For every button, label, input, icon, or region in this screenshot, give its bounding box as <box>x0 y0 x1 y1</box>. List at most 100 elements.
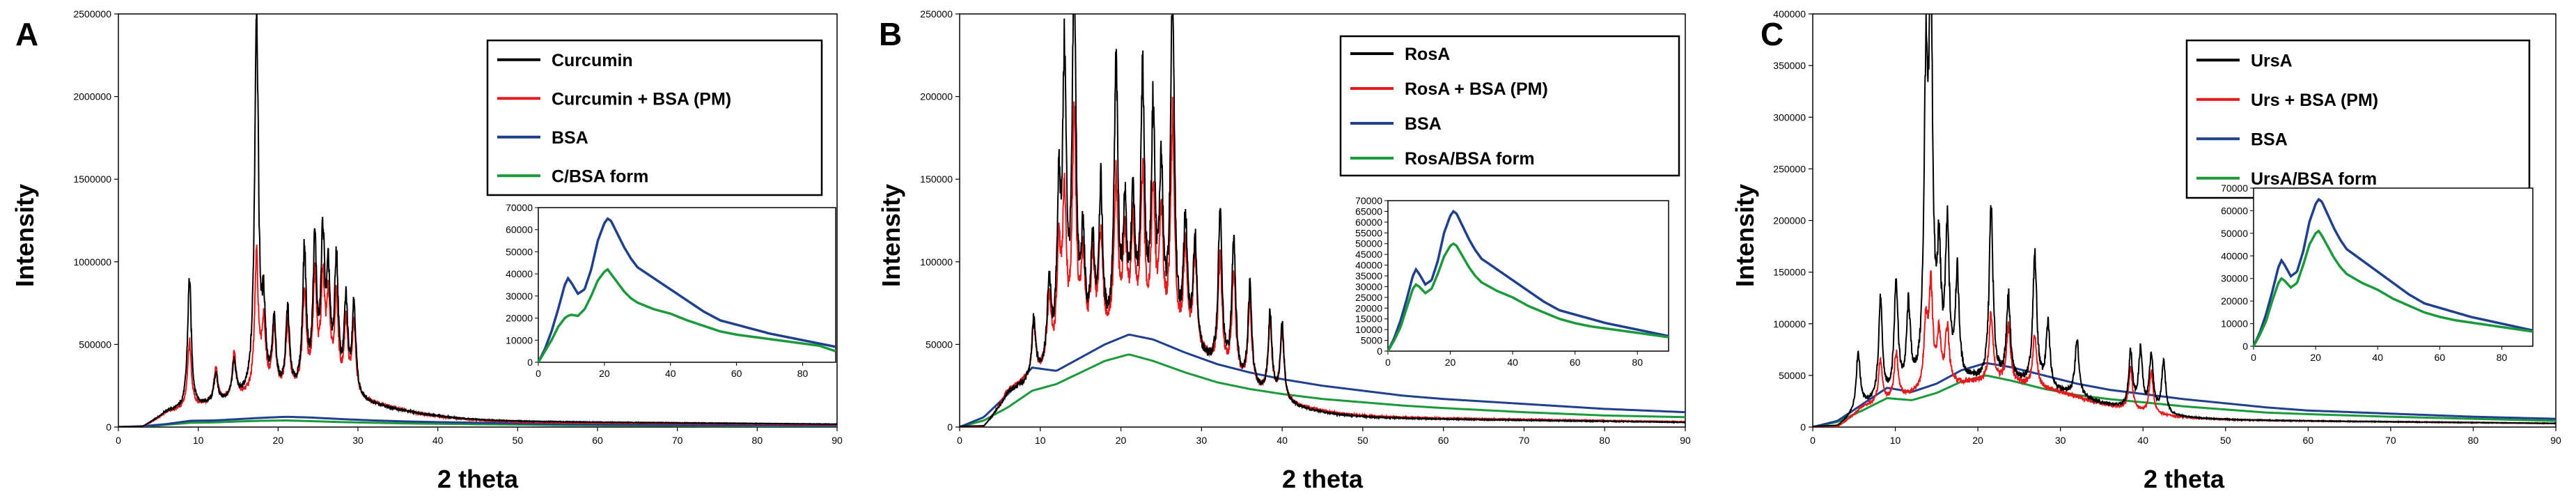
inset-y-tick-label: 50000 <box>1355 238 1382 249</box>
x-tick-label: 30 <box>1196 435 1208 446</box>
x-tick-label: 30 <box>352 435 364 446</box>
inset-y-tick-label: 15000 <box>1355 314 1382 325</box>
y-tick-label: 1000000 <box>73 256 111 268</box>
inset-series-line-bsa <box>1387 210 1669 352</box>
panel-letter: C <box>1761 16 1783 52</box>
y-axis-title: Intensity <box>10 184 39 287</box>
inset-y-tick-label: 60000 <box>506 224 533 235</box>
y-tick-label: 250000 <box>1773 163 1806 174</box>
inset-series-line-rosa-bsa-form <box>1387 242 1669 352</box>
y-tick-label: 150000 <box>1773 267 1806 278</box>
inset-x-tick-label: 20 <box>1445 357 1456 368</box>
inset-y-tick-label: 10000 <box>506 334 533 346</box>
inset-y-tick-label: 55000 <box>1355 227 1382 238</box>
inset-y-tick-label: 0 <box>1377 346 1382 357</box>
x-tick-label: 90 <box>832 435 843 446</box>
x-tick-label: 10 <box>1890 435 1901 446</box>
inset-y-tick-label: 35000 <box>1355 270 1382 281</box>
x-tick-label: 70 <box>672 435 683 446</box>
inset-y-tick-label: 40000 <box>506 268 533 279</box>
inset-x-tick-label: 40 <box>2372 352 2383 363</box>
x-tick-label: 40 <box>2137 435 2148 446</box>
y-tick-label: 0 <box>1800 421 1806 433</box>
legend-box <box>486 39 823 196</box>
series-line-rosa <box>960 14 1685 427</box>
inset-x-tick-label: 80 <box>1632 357 1643 368</box>
inset-x-tick-label: 80 <box>2497 352 2508 363</box>
y-tick-label: 200000 <box>920 91 953 102</box>
y-tick-label: 400000 <box>1773 8 1806 20</box>
x-tick-label: 70 <box>2385 435 2396 446</box>
inset-chart: 0 10000 20000 30000 40000 50000 60000 70000 0 20 4… <box>506 202 836 379</box>
y-tick-label: 300000 <box>1773 111 1806 123</box>
y-tick-label: 150000 <box>920 173 953 185</box>
inset-x-tick-label: 0 <box>1385 357 1391 368</box>
series-line-bsa <box>118 415 837 427</box>
panel-letter: B <box>879 16 902 52</box>
inset-x-tick-label: 80 <box>797 368 809 379</box>
x-tick-label: 30 <box>2055 435 2066 446</box>
inset-x-tick-label: 60 <box>1570 357 1581 368</box>
x-tick-label: 0 <box>957 435 962 446</box>
legend-box <box>2185 39 2531 199</box>
inset-y-tick-label: 65000 <box>1355 206 1382 217</box>
inset-x-tick-label: 0 <box>536 368 541 379</box>
x-tick-label: 40 <box>1277 435 1288 446</box>
series-line-ursa-bsa-form <box>1813 374 2556 427</box>
y-tick-label: 0 <box>106 421 111 433</box>
legend-label-ursa: UrsA <box>2251 51 2293 70</box>
inset-y-tick-label: 10000 <box>1355 324 1382 335</box>
inset-series-line-c-bsa-form <box>537 268 836 363</box>
inset-y-tick-label: 0 <box>527 357 533 368</box>
y-tick-label: 1500000 <box>73 173 111 185</box>
plot-frame <box>959 13 1686 428</box>
inset-x-tick-label: 60 <box>731 368 742 379</box>
x-tick-label: 20 <box>1972 435 1983 446</box>
legend-box <box>1339 35 1680 177</box>
inset-y-tick-label: 20000 <box>2221 295 2248 307</box>
inset-x-tick-label: 40 <box>665 368 676 379</box>
x-tick-label: 90 <box>2550 435 2561 446</box>
inset-chart: 0500010000150002000025000300003500040000… <box>1355 195 1669 368</box>
inset-series-line-ursa-bsa-form <box>2252 229 2534 347</box>
inset-y-tick-label: 70000 <box>506 202 533 213</box>
y-tick-label: 100000 <box>1773 318 1806 330</box>
x-tick-label: 50 <box>1357 435 1368 446</box>
inset-x-tick-label: 0 <box>2251 352 2256 363</box>
panel-letter: A <box>15 16 38 52</box>
x-tick-label: 10 <box>193 435 204 446</box>
legend-label-rosa-bsa-pm: RosA + BSA (PM) <box>1405 79 1548 99</box>
legend-label-rosa-bsa-form: RosA/BSA form <box>1405 149 1535 169</box>
inset-y-tick-label: 60000 <box>2221 205 2248 216</box>
x-tick-label: 60 <box>1438 435 1449 446</box>
plot-frame <box>118 13 838 428</box>
inset-y-tick-label: 20000 <box>1355 302 1382 314</box>
x-tick-label: 0 <box>1810 435 1816 446</box>
y-tick-label: 500000 <box>79 339 111 350</box>
legend-label-bsa: BSA <box>2251 130 2288 149</box>
series-line-ursa <box>1813 14 2556 427</box>
inset-x-tick-label: 20 <box>599 368 610 379</box>
x-tick-label: 90 <box>1680 435 1691 446</box>
y-tick-label: 0 <box>947 421 953 433</box>
y-axis-title: Intensity <box>1731 184 1759 287</box>
y-tick-label: 350000 <box>1773 60 1806 71</box>
legend-label-bsa: BSA <box>552 128 588 148</box>
inset-y-tick-label: 50000 <box>506 246 533 257</box>
inset-y-tick-label: 30000 <box>2221 273 2248 284</box>
x-axis-title: 2 theta <box>2144 465 2225 493</box>
inset-chart: 0 10000 20000 30000 40000 50000 60000 70000 0 20 4… <box>2221 183 2534 363</box>
inset-y-tick-label: 40000 <box>1355 260 1382 271</box>
x-tick-label: 80 <box>2468 435 2479 446</box>
x-tick-label: 10 <box>1035 435 1046 446</box>
x-axis-title: 2 theta <box>1282 465 1364 493</box>
inset-x-tick-label: 20 <box>2310 352 2321 363</box>
y-tick-label: 200000 <box>1773 215 1806 226</box>
x-tick-label: 20 <box>273 435 284 446</box>
y-tick-label: 250000 <box>920 8 953 20</box>
y-tick-label: 2000000 <box>73 91 111 102</box>
inset-y-tick-label: 20000 <box>506 313 533 324</box>
